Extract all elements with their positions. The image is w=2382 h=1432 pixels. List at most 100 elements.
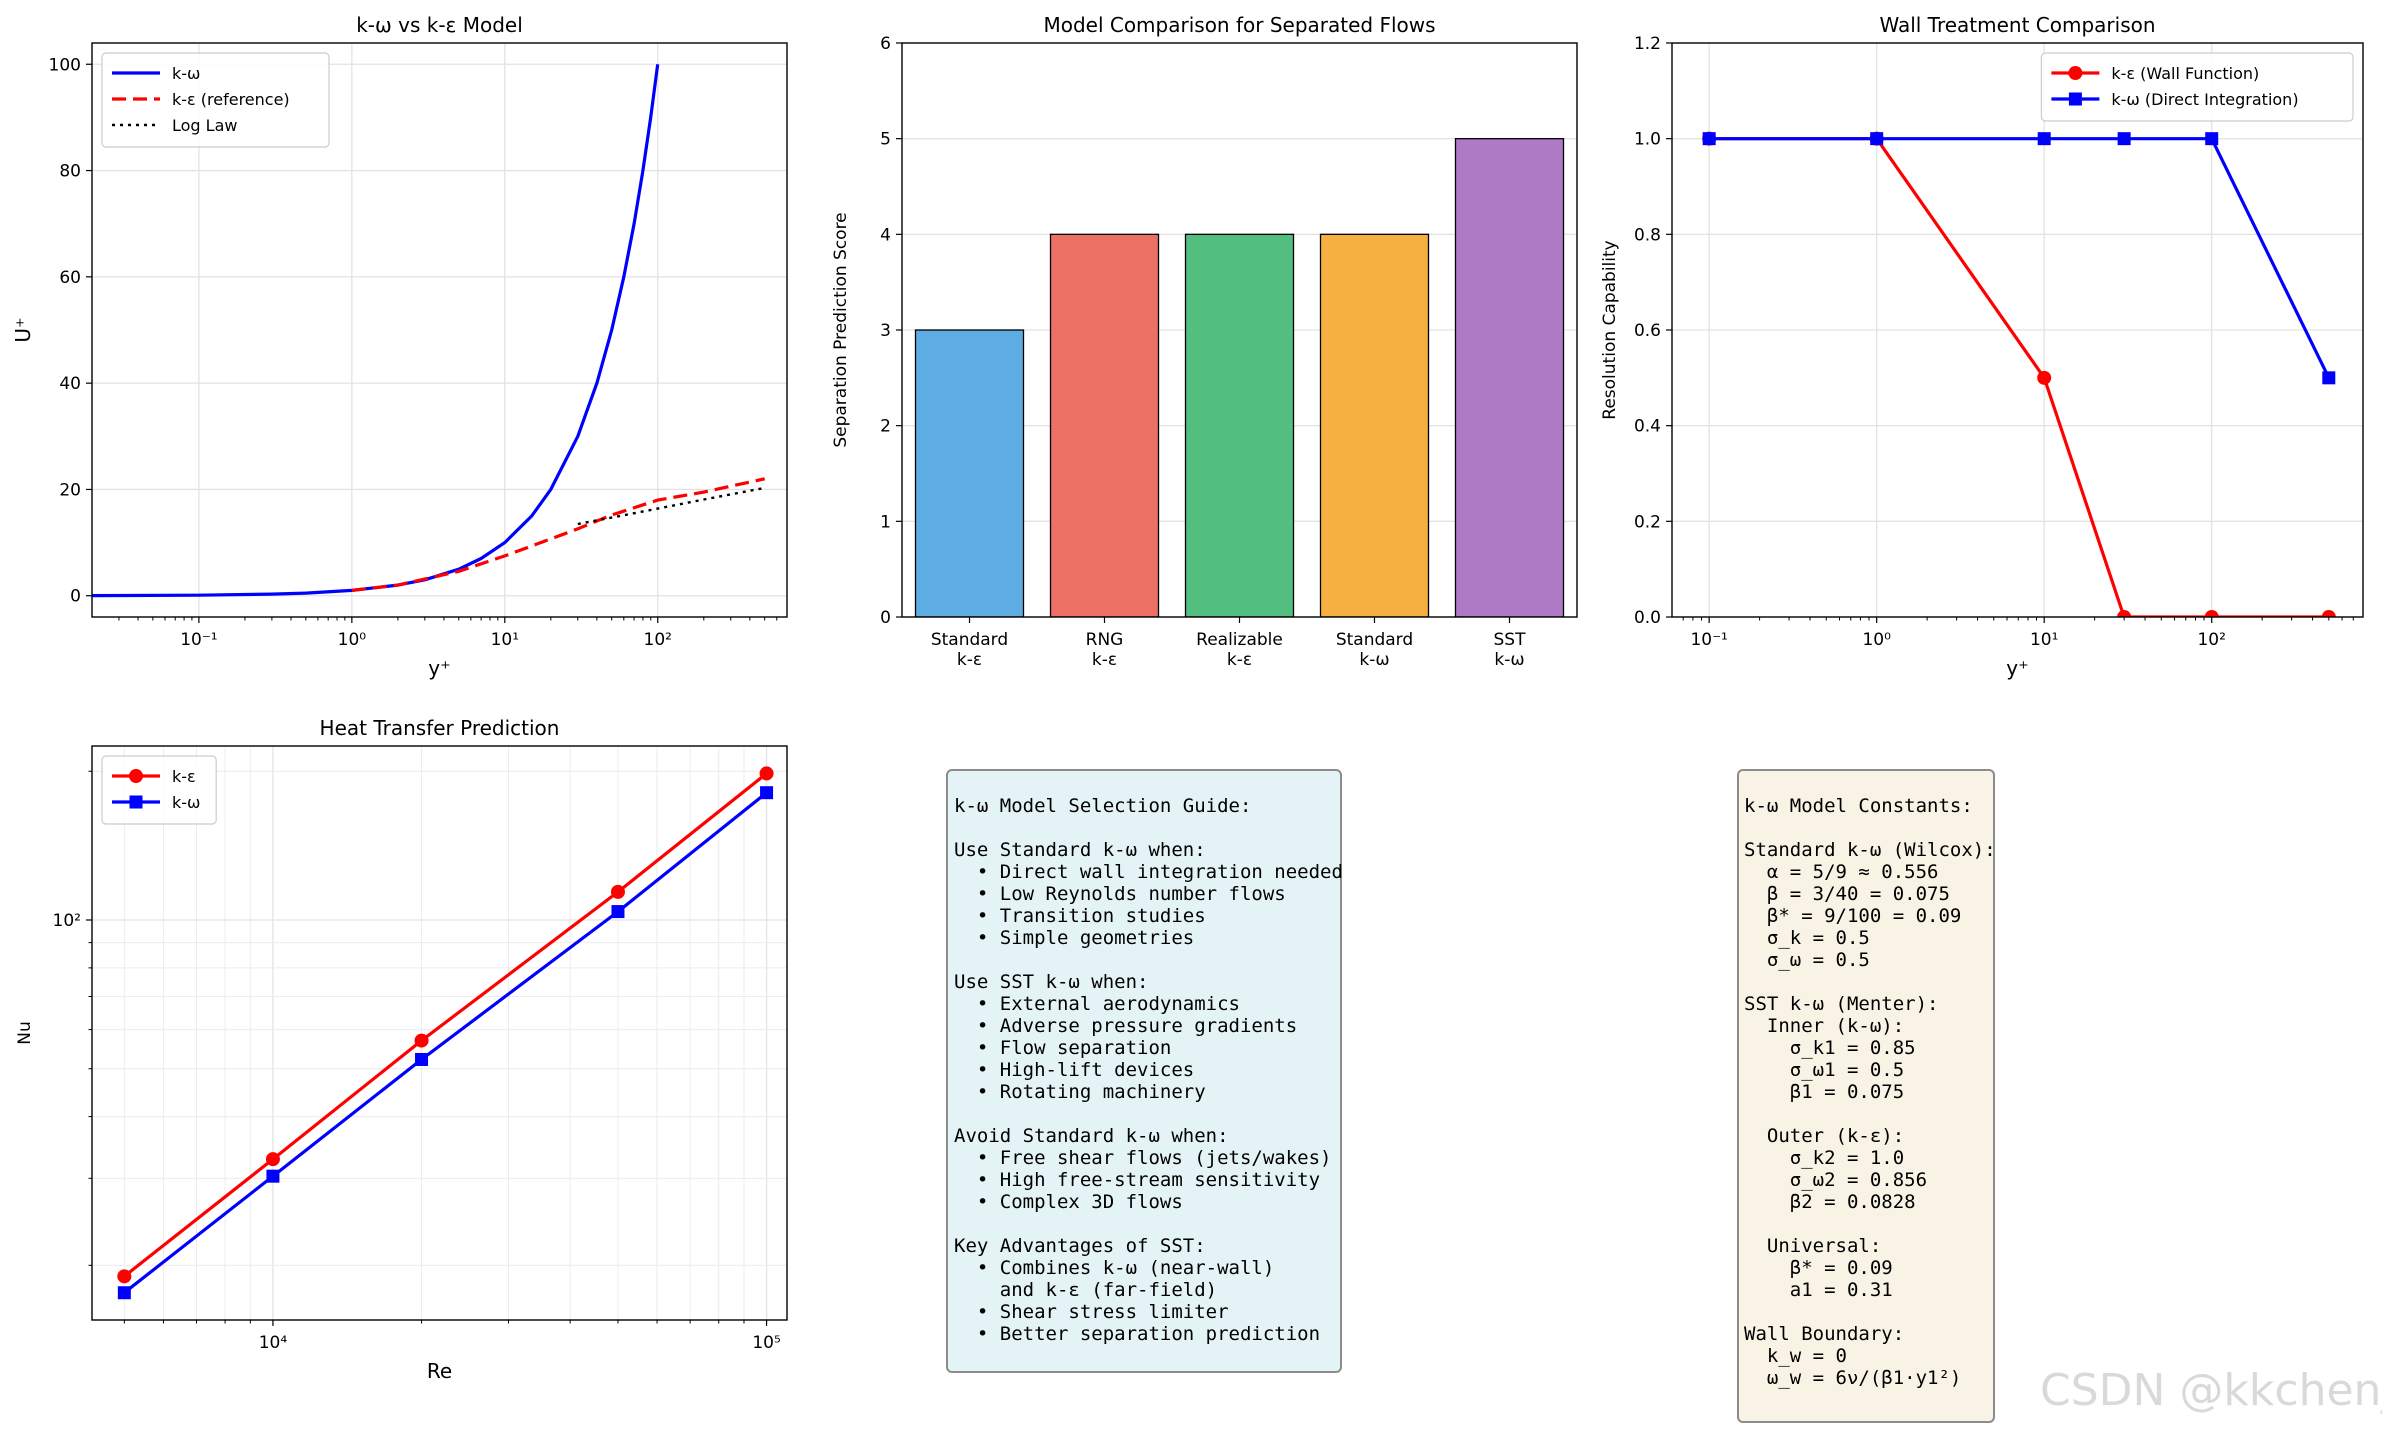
constants-line (1744, 817, 1993, 839)
constants-line: α = 5/9 ≈ 0.556 (1744, 861, 1939, 883)
y-tick-label: 40 (59, 374, 81, 394)
constants-line: σ_k = 0.5 (1744, 927, 1870, 949)
guide-line: • Transition studies (954, 905, 1206, 927)
x-tick-label: 10⁰ (338, 630, 367, 650)
x-tick-label: k-ε (1092, 650, 1117, 670)
data-point (2204, 610, 2219, 617)
data-point (759, 766, 774, 781)
constants-line: a1 = 0.31 (1744, 1279, 1893, 1301)
guide-line: Use Standard k-ω when: (954, 839, 1206, 861)
y-axis-label: U⁺ (11, 317, 35, 342)
x-tick-label: 10⁻¹ (180, 630, 217, 650)
guide-line: • High-lift devices (954, 1059, 1195, 1081)
plot-area (1702, 131, 2336, 617)
axes-frame (91, 745, 788, 1321)
constants-line: σ_ω1 = 0.5 (1744, 1059, 1905, 1081)
y-tick-label: 0 (880, 608, 891, 628)
data-point (2205, 132, 2219, 146)
guide-line: • Direct wall integration needed (954, 861, 1343, 883)
chart-2: Standardk-εRNGk-εRealizablek-εStandardk-… (831, 13, 1578, 670)
y-tick-label: 0.2 (1634, 512, 1661, 532)
model-selection-guide-text: k-ω Model Selection Guide: Use Standard … (954, 795, 1343, 1345)
bar-5 (1454, 138, 1565, 617)
constants-line: Universal: (1744, 1235, 1882, 1257)
guide-line (954, 1103, 1340, 1125)
chart-title: Model Comparison for Separated Flows (1043, 13, 1435, 37)
bar-3 (1184, 233, 1295, 617)
guide-line (954, 817, 1340, 839)
legend-label: k-ε (reference) (172, 90, 290, 109)
bar-2 (1049, 233, 1160, 617)
x-tick-label: 10⁵ (752, 1333, 780, 1353)
y-axis-label: Nu (15, 1021, 35, 1045)
guide-line: • Rotating machinery (954, 1081, 1206, 1103)
y-tick-label: 10² (53, 911, 81, 931)
series-line-2 (123, 791, 768, 1294)
constants-line: σ_k2 = 1.0 (1744, 1147, 1905, 1169)
constants-line: Wall Boundary: (1744, 1323, 1905, 1345)
y-tick-label: 0.4 (1634, 417, 1661, 437)
constants-line: k_w = 0 (1744, 1345, 1847, 1367)
legend-label: k-ε (172, 767, 196, 786)
constants-line: Inner (k-ω): (1744, 1015, 1905, 1037)
guide-line: • Simple geometries (954, 927, 1195, 949)
y-tick-label: 0.8 (1634, 225, 1661, 245)
x-axis-label: y⁺ (428, 656, 450, 680)
y-tick-label: 100 (49, 55, 81, 75)
data-point (2322, 371, 2336, 385)
constants-line: σ_k1 = 0.85 (1744, 1037, 1916, 1059)
guide-line: • Complex 3D flows (954, 1191, 1183, 1213)
constants-line (1744, 1213, 1993, 1235)
model-selection-guide-box: k-ω Model Selection Guide: Use Standard … (946, 769, 1343, 1373)
data-point (2037, 370, 2052, 385)
legend-label: k-ω (172, 793, 200, 812)
legend: k-ω k-ε (reference) Log Law (101, 52, 330, 148)
guide-line (954, 1213, 1340, 1235)
x-tick-label: Standard (931, 630, 1008, 650)
axes-frame (1671, 42, 2364, 618)
y-tick-label: 5 (880, 130, 891, 150)
data-point (610, 884, 625, 899)
guide-line: • High free-stream sensitivity (954, 1169, 1321, 1191)
constants-line: Standard k-ω (Wilcox): (1744, 839, 1996, 861)
x-axis-label: Re (427, 1359, 452, 1383)
x-tick-label: 10² (644, 630, 672, 650)
constants-line: β1 = 0.075 (1744, 1081, 1905, 1103)
y-tick-label: 20 (59, 480, 81, 500)
series-line-2 (1709, 137, 2331, 379)
y-tick-label: 4 (880, 225, 891, 245)
chart-title: Wall Treatment Comparison (1879, 13, 2155, 37)
guide-line: • Free shear flows (jets/wakes) (954, 1147, 1332, 1169)
plot-area (92, 64, 766, 598)
data-point (265, 1152, 280, 1167)
guide-line: • Better separation prediction (954, 1323, 1321, 1345)
legend-marker (129, 795, 143, 809)
guide-line (954, 949, 1340, 971)
y-tick-label: 2 (880, 417, 891, 437)
chart-title: Heat Transfer Prediction (320, 716, 560, 740)
plot-area (117, 766, 774, 1300)
x-axis-label: y⁺ (2006, 656, 2028, 680)
chart-4: 10⁴ 10⁵ 10² Heat Transfer Prediction Re Nu k-ε… (15, 716, 788, 1383)
data-point (1702, 132, 1716, 146)
y-tick-label: 60 (59, 268, 81, 288)
legend-label: Log Law (172, 116, 237, 135)
y-tick-label: 0.6 (1634, 321, 1661, 341)
constants-line: Outer (k-ε): (1744, 1125, 1905, 1147)
axes-frame (91, 42, 788, 618)
constants-line: ω_w = 6ν/(β1·y1²) (1744, 1367, 1962, 1389)
chart-title: k-ω vs k-ε Model (356, 13, 523, 37)
y-axis-label: Resolution Capability (1600, 240, 1620, 419)
grid (92, 746, 787, 1320)
y-tick-label: 1.0 (1634, 130, 1661, 150)
x-tick-label: SST (1494, 630, 1527, 650)
x-tick-label: Standard (1336, 630, 1413, 650)
data-point (2321, 610, 2336, 617)
guide-line: Avoid Standard k-ω when: (954, 1125, 1229, 1147)
watermark: CSDN @kkchenjj (2040, 1365, 2382, 1416)
y-tick-label: 6 (880, 34, 891, 54)
legend-marker (129, 769, 143, 783)
y-tick-label: 3 (880, 321, 891, 341)
y-tick-label: 1 (880, 512, 891, 532)
data-point (2037, 132, 2051, 146)
